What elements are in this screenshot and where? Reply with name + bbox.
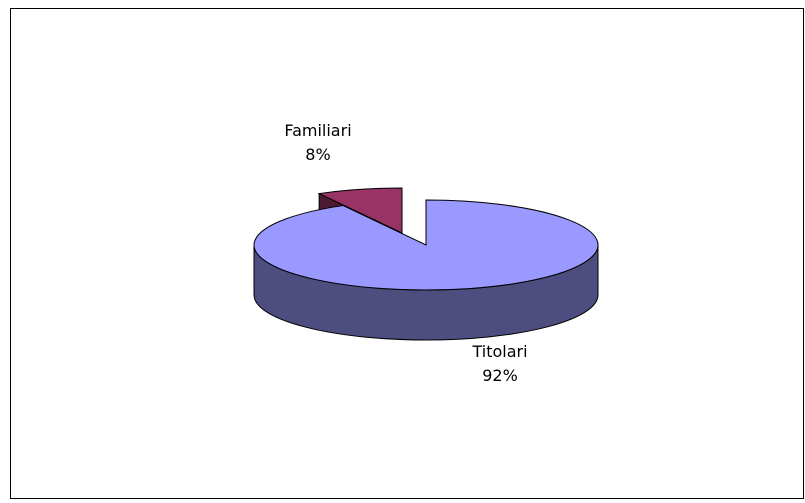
pie <box>253 187 599 341</box>
pie-slice <box>317 187 403 234</box>
labels: Familiari 8% Titolari 92% <box>284 121 527 385</box>
slice-value-label: 8% <box>305 145 330 164</box>
slice-label: Titolari <box>471 342 527 361</box>
slice-label: Familiari <box>284 121 351 140</box>
slice-value-label: 92% <box>482 366 518 385</box>
pie-slice <box>253 199 599 291</box>
